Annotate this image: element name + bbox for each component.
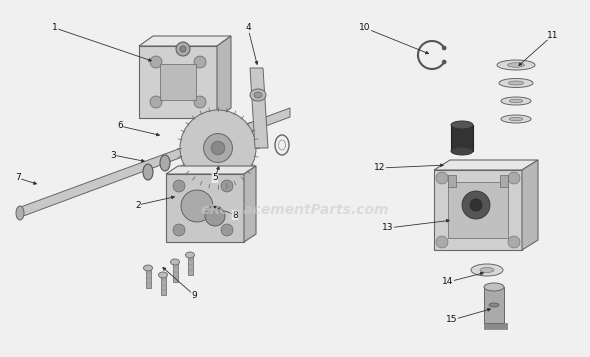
Bar xyxy=(487,323,489,329)
Circle shape xyxy=(194,96,206,108)
Circle shape xyxy=(204,134,232,162)
Text: 10: 10 xyxy=(359,24,371,32)
Circle shape xyxy=(194,56,206,68)
Circle shape xyxy=(150,96,162,108)
Polygon shape xyxy=(18,108,290,218)
Ellipse shape xyxy=(509,99,523,103)
Bar xyxy=(490,323,492,329)
Ellipse shape xyxy=(499,79,533,87)
Text: 7: 7 xyxy=(15,174,21,182)
Ellipse shape xyxy=(509,117,523,121)
Polygon shape xyxy=(166,174,244,242)
Polygon shape xyxy=(522,160,538,250)
Polygon shape xyxy=(434,170,522,250)
Polygon shape xyxy=(217,36,231,118)
Circle shape xyxy=(173,180,185,192)
Ellipse shape xyxy=(143,164,153,180)
Circle shape xyxy=(205,206,225,226)
Ellipse shape xyxy=(16,206,24,220)
Circle shape xyxy=(173,224,185,236)
Circle shape xyxy=(211,141,225,155)
Text: 1: 1 xyxy=(52,24,58,32)
Polygon shape xyxy=(139,36,231,46)
Circle shape xyxy=(180,46,186,52)
Ellipse shape xyxy=(501,97,531,105)
Ellipse shape xyxy=(451,147,473,155)
Circle shape xyxy=(180,110,256,186)
Circle shape xyxy=(181,190,213,222)
Text: 9: 9 xyxy=(191,291,197,300)
Polygon shape xyxy=(244,166,256,242)
Ellipse shape xyxy=(185,252,195,258)
Bar xyxy=(493,323,495,329)
Bar xyxy=(484,323,486,329)
Ellipse shape xyxy=(250,89,266,101)
Bar xyxy=(500,175,508,187)
Text: 12: 12 xyxy=(374,164,386,172)
Bar xyxy=(496,323,498,329)
Polygon shape xyxy=(139,46,217,118)
Bar xyxy=(448,182,508,238)
Text: eReplacementParts.com: eReplacementParts.com xyxy=(201,203,389,217)
Ellipse shape xyxy=(501,115,531,123)
Circle shape xyxy=(508,172,520,184)
Bar xyxy=(160,64,196,100)
Circle shape xyxy=(221,224,233,236)
Text: 4: 4 xyxy=(245,24,251,32)
Ellipse shape xyxy=(160,155,170,171)
Circle shape xyxy=(508,236,520,248)
Text: 2: 2 xyxy=(135,201,141,210)
Ellipse shape xyxy=(489,303,499,307)
Text: 13: 13 xyxy=(382,223,394,232)
Bar xyxy=(451,125,473,151)
Text: 15: 15 xyxy=(446,316,458,325)
Bar xyxy=(172,262,178,282)
Ellipse shape xyxy=(171,259,179,265)
Text: 6: 6 xyxy=(117,121,123,131)
Text: 8: 8 xyxy=(232,211,238,220)
Ellipse shape xyxy=(507,63,525,67)
Ellipse shape xyxy=(480,267,494,272)
Bar xyxy=(448,175,456,187)
Circle shape xyxy=(436,172,448,184)
Circle shape xyxy=(221,180,233,192)
Circle shape xyxy=(470,199,482,211)
Circle shape xyxy=(442,60,446,64)
Ellipse shape xyxy=(254,92,262,98)
Circle shape xyxy=(462,191,490,219)
Bar xyxy=(499,323,501,329)
Ellipse shape xyxy=(159,272,168,278)
Ellipse shape xyxy=(471,264,503,276)
Bar xyxy=(505,323,507,329)
Text: 5: 5 xyxy=(212,174,218,182)
Circle shape xyxy=(150,56,162,68)
Text: 11: 11 xyxy=(548,30,559,40)
Ellipse shape xyxy=(509,81,524,85)
Bar xyxy=(502,323,504,329)
Ellipse shape xyxy=(143,265,152,271)
Text: 14: 14 xyxy=(442,277,454,287)
Ellipse shape xyxy=(497,60,535,70)
Circle shape xyxy=(176,42,190,56)
Bar xyxy=(484,287,504,323)
Polygon shape xyxy=(166,166,256,174)
Polygon shape xyxy=(434,160,538,170)
Ellipse shape xyxy=(451,121,473,129)
Circle shape xyxy=(442,46,446,50)
Ellipse shape xyxy=(484,283,504,291)
Polygon shape xyxy=(250,68,268,148)
Bar xyxy=(188,255,192,275)
Circle shape xyxy=(436,236,448,248)
Bar xyxy=(146,268,150,288)
Text: 3: 3 xyxy=(110,151,116,160)
Bar xyxy=(160,275,166,295)
